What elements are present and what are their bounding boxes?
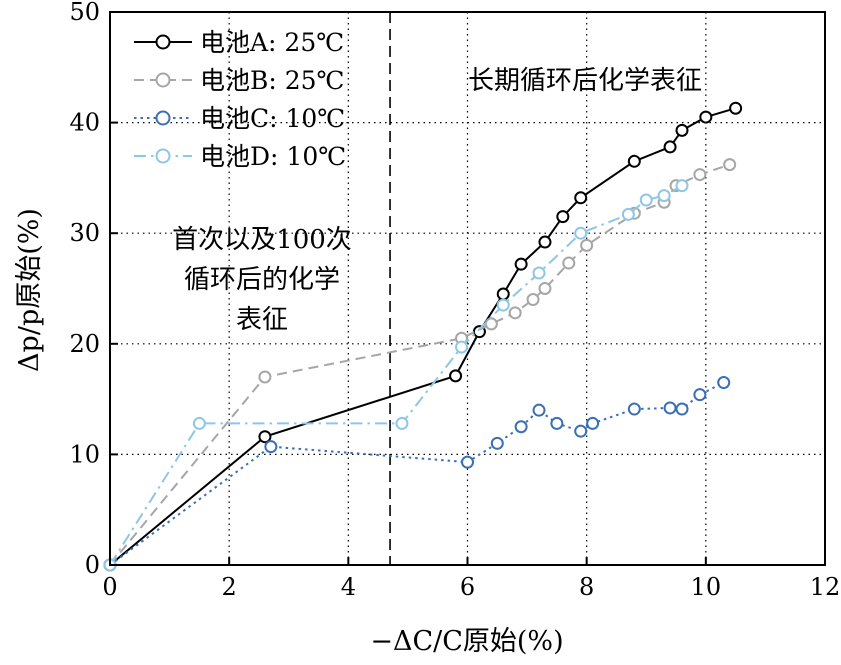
series-a-point-11 xyxy=(675,123,689,137)
series-d-point-5 xyxy=(532,266,546,280)
ticks: 0 2 4 6 8 10 12 0 10 20 30 40 50 xyxy=(69,0,840,601)
series-c-point-11 xyxy=(675,402,689,416)
series-a-point-1 xyxy=(258,430,272,444)
series-d-point-8 xyxy=(639,193,653,207)
series-a-point-2 xyxy=(449,369,463,383)
x-tick-label-4: 8 xyxy=(579,573,594,601)
x-tick-label-6: 12 xyxy=(810,573,841,601)
series-c-point-6 xyxy=(550,416,564,430)
legend-marker-a xyxy=(155,34,171,50)
legend-label-c: 电池C: 10℃ xyxy=(200,104,345,133)
series-b-point-1 xyxy=(258,370,272,384)
y-tick-label-0: 0 xyxy=(85,551,100,579)
series-a-point-12 xyxy=(699,110,713,124)
y-tick-label-1: 10 xyxy=(69,440,100,468)
series-c-point-9 xyxy=(627,402,641,416)
series-b xyxy=(103,158,737,572)
y-tick-label-5: 50 xyxy=(69,0,100,26)
y-tick-label-3: 30 xyxy=(69,219,100,247)
series-c-point-2 xyxy=(461,455,474,469)
series-a-point-4 xyxy=(496,287,510,301)
series-b-point-3 xyxy=(484,317,498,331)
series-a-point-13 xyxy=(729,101,743,115)
series-c-point-12 xyxy=(693,388,707,402)
legend-marker-b xyxy=(155,72,171,88)
series-c-point-8 xyxy=(586,416,600,430)
series-c-point-3 xyxy=(490,436,504,450)
series-c-point-5 xyxy=(532,403,546,417)
legend: 电池A: 25℃ 电池B: 25℃ 电池C: 10℃ 电池D: 10℃ xyxy=(134,28,346,171)
series-a-point-9 xyxy=(627,154,641,168)
series-b-point-5 xyxy=(526,293,540,307)
x-tick-label-3: 6 xyxy=(460,573,475,601)
series-d-point-2 xyxy=(395,416,409,430)
annotation-left-line-3: 表征 xyxy=(236,305,288,335)
legend-marker-d xyxy=(155,148,171,164)
series-b-point-7 xyxy=(562,256,576,270)
legend-label-d: 电池D: 10℃ xyxy=(200,142,346,171)
series-a-point-6 xyxy=(538,235,552,249)
series-d-point-4 xyxy=(496,298,510,312)
series-b-point-12 xyxy=(693,168,707,182)
series-a-point-7 xyxy=(556,210,570,224)
series-group xyxy=(103,101,743,572)
y-tick-label-2: 20 xyxy=(69,330,100,358)
grid xyxy=(110,12,825,565)
series-d-point-3 xyxy=(455,340,469,354)
series-b-point-8 xyxy=(580,238,594,252)
series-c-point-10 xyxy=(663,401,677,415)
legend-marker-c xyxy=(155,110,171,126)
series-a-point-10 xyxy=(663,140,677,154)
x-tick-label-0: 0 xyxy=(102,573,117,601)
legend-label-a: 电池A: 25℃ xyxy=(200,28,344,57)
x-axis-label: −ΔC/C原始(%) xyxy=(370,626,563,657)
x-tick-label-2: 4 xyxy=(341,573,356,601)
series-b-point-6 xyxy=(538,282,552,295)
series-c-point-13 xyxy=(717,376,731,390)
series-c-point-1 xyxy=(264,440,278,454)
annotation-left-line-2: 循环后的化学 xyxy=(184,265,340,295)
series-d-point-7 xyxy=(621,207,635,221)
series-d-point-1 xyxy=(192,416,206,430)
series-c-point-7 xyxy=(574,424,588,438)
series-d-point-10 xyxy=(675,179,689,193)
x-tick-label-5: 10 xyxy=(691,573,722,601)
y-axis-label: Δp/p原始(%) xyxy=(14,208,45,372)
annotation-left-line-1: 首次以及100次 xyxy=(172,225,352,255)
x-tick-label-1: 2 xyxy=(222,573,237,601)
series-d-point-6 xyxy=(574,226,588,240)
series-c-line xyxy=(109,381,725,566)
series-c-point-4 xyxy=(514,420,528,434)
y-tick-label-4: 40 xyxy=(69,109,100,137)
legend-label-b: 电池B: 25℃ xyxy=(200,66,345,95)
series-b-point-13 xyxy=(723,158,737,172)
annotation-right: 长期循环后化学表征 xyxy=(468,66,702,96)
series-a-point-5 xyxy=(514,257,528,271)
series-b-point-4 xyxy=(508,306,522,320)
series-a-point-8 xyxy=(574,191,588,205)
series-d-point-9 xyxy=(657,189,671,203)
